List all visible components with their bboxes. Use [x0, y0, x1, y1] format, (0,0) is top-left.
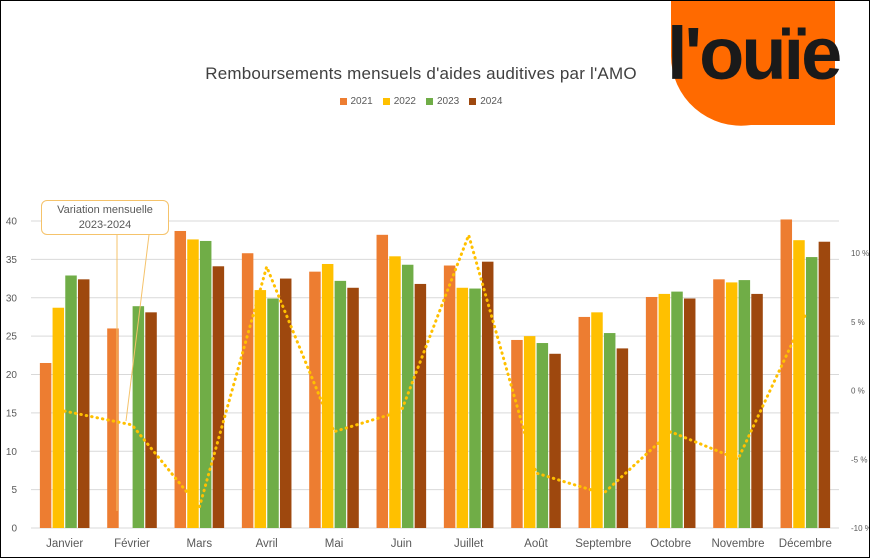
bar-2024-Février: [145, 312, 157, 528]
bar-2023-Décembre: [805, 257, 818, 528]
x-tick-label: Mai: [325, 538, 344, 550]
legend-label: 2022: [393, 96, 416, 107]
bar-2022-Octobre: [658, 293, 671, 528]
bar-2024-Septembre: [616, 348, 629, 528]
bar-2024-Avril: [279, 278, 292, 528]
bar-2021-Juillet: [443, 265, 456, 528]
bar-2022-Novembre: [725, 282, 738, 528]
y-tick-label: 25: [6, 332, 18, 343]
bar-2021-Août: [511, 339, 523, 528]
bar-2021-Mars: [174, 230, 187, 529]
bar-2023-Mai: [334, 280, 347, 528]
legend-swatch: [382, 98, 390, 105]
legend-item-2023: 2023: [426, 96, 459, 107]
bar-2023-Septembre: [603, 333, 616, 528]
brand-logo: l'ouïe: [667, 1, 843, 126]
legend-item-2024: 2024: [469, 96, 503, 107]
bar-2021-Mai: [309, 271, 321, 528]
x-tick-label: Juillet: [454, 538, 484, 550]
annotation-line-1: Variation mensuelle: [57, 204, 153, 216]
variation-line: [63, 230, 807, 511]
legend-swatch: [469, 98, 477, 105]
legend-swatch: [339, 98, 347, 105]
bar-2023-Novembre: [738, 280, 751, 528]
bar-2024-Mars: [212, 266, 225, 528]
bar-2022-Avril: [254, 290, 267, 528]
y2-tick-label: 10 %: [851, 249, 869, 258]
y2-tick-label: -5 %: [851, 455, 867, 464]
bar-2022-Mai: [321, 263, 334, 528]
bar-2023-Mars: [199, 240, 212, 528]
bar-2021-Janvier: [39, 362, 52, 528]
bar-2024-Octobre: [683, 298, 696, 528]
logo-shape: [670, 1, 835, 126]
bar-2022-Juin: [389, 256, 401, 528]
x-tick-label: Septembre: [575, 538, 631, 550]
legend-label: 2024: [480, 96, 503, 107]
bar-2022-Juillet: [456, 287, 469, 528]
bar-2022-Janvier: [52, 307, 65, 528]
logo-text: l'ouïe: [667, 12, 840, 95]
bar-2021-Février: [107, 328, 119, 528]
legend-label: 2023: [437, 96, 460, 107]
bar-2023-Février: [132, 306, 145, 528]
y-tick-label: 30: [6, 293, 18, 304]
bar-2023-Juillet: [469, 288, 481, 528]
variation-annotation: Variation mensuelle 2023-2024: [41, 200, 169, 235]
annotation-leader: [125, 234, 150, 422]
x-tick-label: Novembre: [711, 538, 764, 550]
x-tick-label: Avril: [256, 538, 278, 550]
y-tick-label: 5: [11, 485, 17, 496]
bar-2024-Janvier: [77, 279, 90, 528]
bar-2021-Octobre: [645, 296, 658, 528]
y2-tick-label: -10 %: [851, 524, 869, 533]
y-tick-label: 10: [6, 447, 18, 458]
legend-item-2022: 2022: [382, 96, 416, 107]
chart-legend: 2021 2022 2023 2024: [1, 96, 841, 107]
chart-title: Remboursements mensuels d'aides auditive…: [205, 64, 637, 83]
bar-2024-Juillet: [481, 261, 494, 528]
x-tick-label: Août: [524, 538, 548, 550]
legend-label: 2021: [350, 96, 373, 107]
y2-tick-label: 5 %: [851, 318, 865, 327]
bar-2022-Septembre: [591, 312, 603, 528]
bar-2021-Décembre: [780, 219, 793, 528]
bar-2021-Avril: [241, 253, 254, 529]
annotation-line-2: 2023-2024: [78, 219, 132, 231]
bar-2023-Octobre: [671, 291, 683, 528]
bar-2022-Août: [523, 336, 536, 528]
x-tick-label: Janvier: [46, 538, 83, 550]
bar-2023-Août: [536, 343, 549, 528]
bar-2024-Novembre: [751, 293, 763, 528]
bar-2021-Juin: [376, 234, 389, 528]
x-tick-label: Mars: [187, 538, 213, 550]
legend-item-2021: 2021: [339, 96, 373, 107]
bar-2022-Décembre: [793, 240, 805, 528]
bar-2023-Juin: [401, 264, 414, 528]
x-tick-label: Décembre: [779, 538, 832, 550]
bar-2024-Décembre: [818, 241, 831, 528]
y-tick-label: 35: [6, 255, 18, 266]
y-tick-label: 15: [6, 408, 18, 419]
legend-swatch: [426, 98, 433, 105]
x-tick-label: Octobre: [650, 538, 691, 550]
x-tick-label: Février: [114, 538, 150, 550]
y-tick-label: 0: [11, 524, 17, 535]
y-tick-label: 20: [6, 370, 18, 381]
bar-2024-Juin: [414, 283, 427, 528]
bar-2024-Août: [549, 353, 561, 528]
y-tick-label: 40: [6, 217, 18, 228]
bar-2021-Novembre: [713, 279, 725, 528]
bar-2023-Janvier: [65, 275, 77, 528]
bar-2021-Septembre: [578, 316, 591, 528]
y2-tick-label: 0 %: [851, 387, 865, 396]
bar-2024-Mai: [347, 287, 359, 528]
x-tick-label: Juin: [391, 538, 412, 550]
bar-2023-Avril: [267, 298, 279, 528]
bar-2022-Mars: [187, 239, 199, 529]
